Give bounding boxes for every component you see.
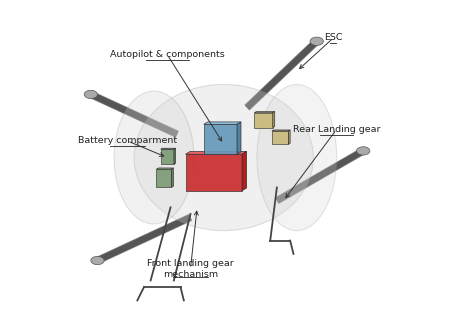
Polygon shape [255,112,275,113]
Ellipse shape [91,256,104,265]
Ellipse shape [134,84,313,230]
Polygon shape [272,131,289,144]
Polygon shape [174,148,175,164]
Text: Battery comparment: Battery comparment [78,136,177,145]
Polygon shape [204,124,237,154]
Polygon shape [185,151,246,154]
Polygon shape [156,169,172,188]
Polygon shape [289,130,290,144]
Polygon shape [242,151,246,191]
Text: Rear Landing gear: Rear Landing gear [293,125,381,134]
Text: Front landing gear
mechanism: Front landing gear mechanism [147,259,234,278]
Text: ESC: ESC [324,34,343,43]
Polygon shape [273,112,275,128]
Ellipse shape [257,84,337,230]
Polygon shape [161,149,174,164]
Ellipse shape [310,37,323,46]
Polygon shape [272,130,290,131]
Polygon shape [237,122,241,154]
Polygon shape [172,168,173,188]
Ellipse shape [114,91,194,224]
Polygon shape [255,113,273,128]
Text: Autopilot & components: Autopilot & components [110,50,225,59]
Ellipse shape [84,90,98,98]
Polygon shape [161,148,175,149]
Polygon shape [204,122,241,124]
Ellipse shape [356,147,370,155]
Polygon shape [185,154,242,191]
Polygon shape [156,168,173,169]
